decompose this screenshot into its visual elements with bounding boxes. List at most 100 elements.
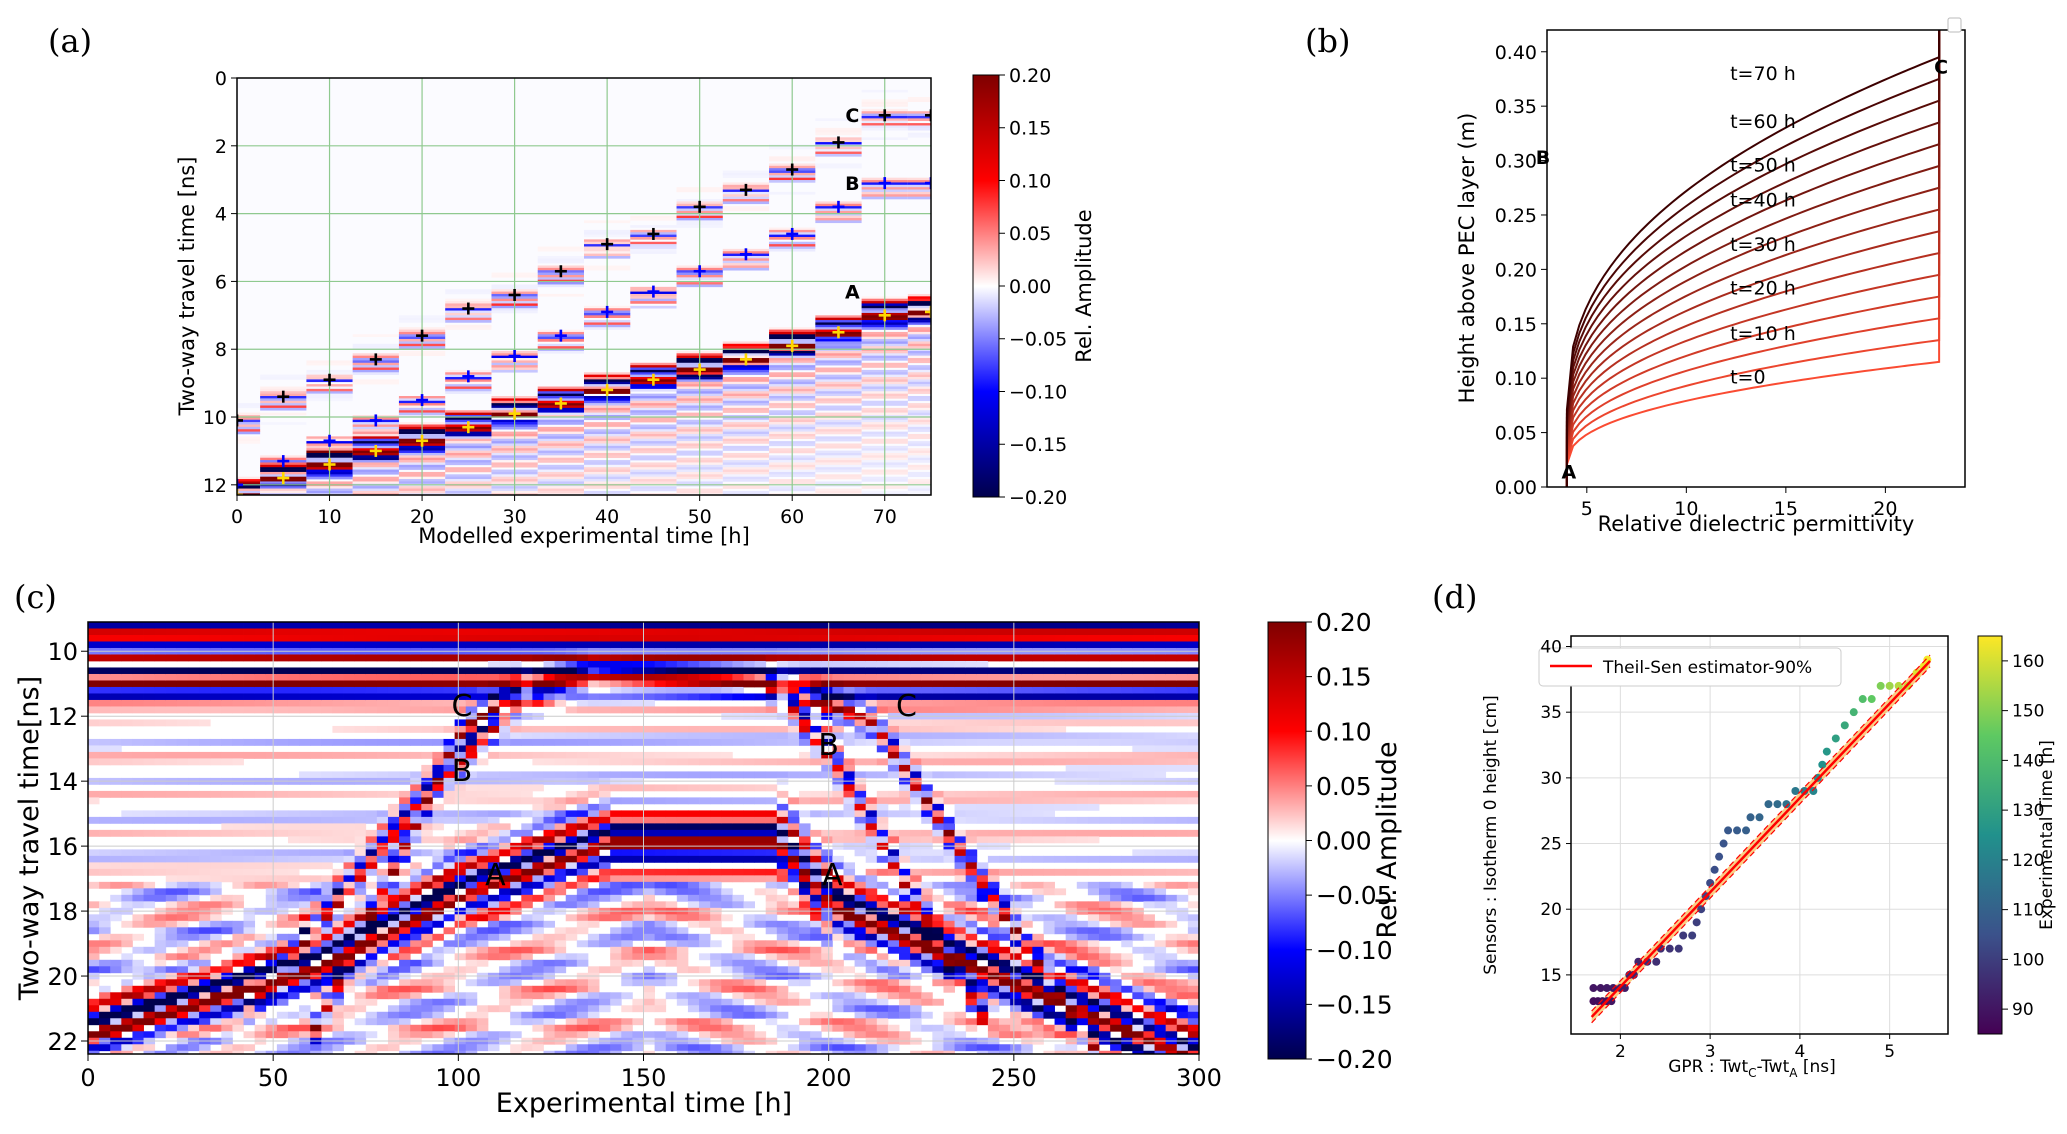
panel-c-cell: [521, 927, 533, 935]
panel-c-column: [199, 622, 211, 1054]
panel-c-column: [310, 622, 322, 1054]
panel-c-cell: [354, 888, 367, 896]
panel-c-cell: [176, 628, 189, 636]
panel-c-cell: [221, 979, 233, 987]
panel-c-cell: [632, 1031, 644, 1039]
panel-a-cell: [237, 441, 261, 444]
panel-a-cell: [445, 388, 492, 392]
panel-c-cell: [699, 914, 711, 922]
panel-c-cell: [88, 901, 100, 909]
panel-c-cell: [143, 946, 156, 954]
panel-a-cell: [260, 422, 307, 425]
panel-c-cell: [265, 790, 278, 798]
panel-c-cell: [654, 901, 667, 909]
panel-c-cell: [299, 686, 311, 694]
panel-c-cell: [787, 699, 800, 707]
panel-c-cell: [88, 1031, 100, 1039]
panel-c-cell: [754, 836, 767, 844]
panel-a-cell: [445, 493, 492, 495]
panel-c-cell: [676, 829, 689, 837]
panel-c-cell: [476, 1031, 489, 1039]
panel-c-cell: [854, 849, 867, 857]
panel-c-cell: [132, 699, 144, 707]
panel-c-cell: [476, 810, 489, 818]
panel-c-cell: [499, 933, 511, 941]
panel-c-column: [421, 622, 433, 1054]
panel-c-cell: [821, 855, 833, 863]
panel-c-cell: [343, 979, 356, 987]
panel-c-cell: [165, 810, 178, 818]
panel-c-cell: [410, 1005, 422, 1013]
panel-label-c: (c): [14, 578, 57, 616]
panel-c-cell: [421, 751, 433, 759]
panel-c-cell: [454, 699, 467, 707]
panel-c-cell: [254, 810, 267, 818]
panel-c-cell: [199, 667, 211, 675]
panel-c-cell: [399, 686, 411, 694]
panel-c-cell: [721, 927, 733, 935]
panel-c-cell: [221, 862, 233, 870]
panel-a-cell: [537, 474, 584, 477]
panel-c-cell: [299, 829, 311, 837]
panel-c-cell: [110, 686, 122, 694]
panel-c-cell: [710, 654, 722, 662]
panel-c-cell: [199, 920, 211, 928]
panel-c-cell: [599, 738, 611, 746]
panel-c-cell: [765, 784, 778, 792]
panel-a-cell: [352, 443, 399, 447]
panel-c-cell: [610, 1024, 622, 1032]
panel-c-cell: [543, 1050, 556, 1054]
panel-c-cell: [643, 998, 656, 1006]
panel-a-cell: [537, 448, 584, 451]
panel-c-cell: [321, 790, 333, 798]
panel-c-cell: [387, 628, 400, 636]
panel-c-cell: [676, 836, 689, 844]
panel-c-cell: [210, 654, 222, 662]
panel-c-cell: [221, 959, 233, 967]
panel-c-cell: [721, 888, 733, 896]
panel-c-cell: [176, 816, 189, 824]
panel-a-cell: [907, 396, 931, 399]
panel-c-cell: [88, 946, 100, 954]
panel-c-cell: [421, 622, 433, 629]
panel-c-cell: [854, 686, 867, 694]
panel-c-cell: [576, 927, 589, 935]
panel-c-cell: [743, 732, 755, 740]
panel-c-cell: [532, 920, 544, 928]
panel-c-cell: [432, 628, 444, 636]
panel-c-cell: [832, 771, 844, 779]
panel-c-cell: [265, 992, 278, 1000]
panel-c-cell: [387, 816, 400, 824]
panel-c-cell: [532, 1024, 544, 1032]
panel-c-cell: [121, 654, 133, 662]
panel-c-cell: [676, 966, 689, 974]
panel-c-cell: [432, 784, 444, 792]
panel-c-cell: [321, 1024, 333, 1032]
panel-c-cell: [699, 1005, 711, 1013]
panel-c-cell: [454, 953, 467, 961]
panel-c-cell: [565, 998, 578, 1006]
panel-c-cell: [587, 1011, 600, 1019]
panel-c-cell: [610, 1050, 622, 1054]
panel-c-cell: [843, 914, 855, 922]
panel-c-cell: [632, 751, 644, 759]
panel-c-cell: [632, 667, 644, 675]
panel-a-cell: [722, 343, 770, 347]
panel-c-cell: [176, 998, 189, 1006]
panel-c-cell: [532, 751, 544, 759]
panel-c-cell: [832, 894, 844, 902]
panel-a-cell: [352, 464, 399, 468]
panel-c-cell: [776, 985, 789, 993]
panel-c-cell: [499, 1005, 511, 1013]
panel-c-cell: [354, 628, 367, 636]
panel-c-cell: [321, 914, 333, 922]
panel-a-cell: [907, 429, 931, 432]
panel-c-cell: [665, 810, 678, 818]
panel-c-cell: [554, 953, 567, 961]
panel-c-cell: [721, 628, 733, 636]
panel-c-cell: [321, 823, 333, 831]
panel-c-cell: [299, 959, 311, 967]
panel-a-cell: [630, 467, 677, 470]
panel-c-cell: [776, 901, 789, 909]
panel-c-cell: [721, 1044, 733, 1052]
